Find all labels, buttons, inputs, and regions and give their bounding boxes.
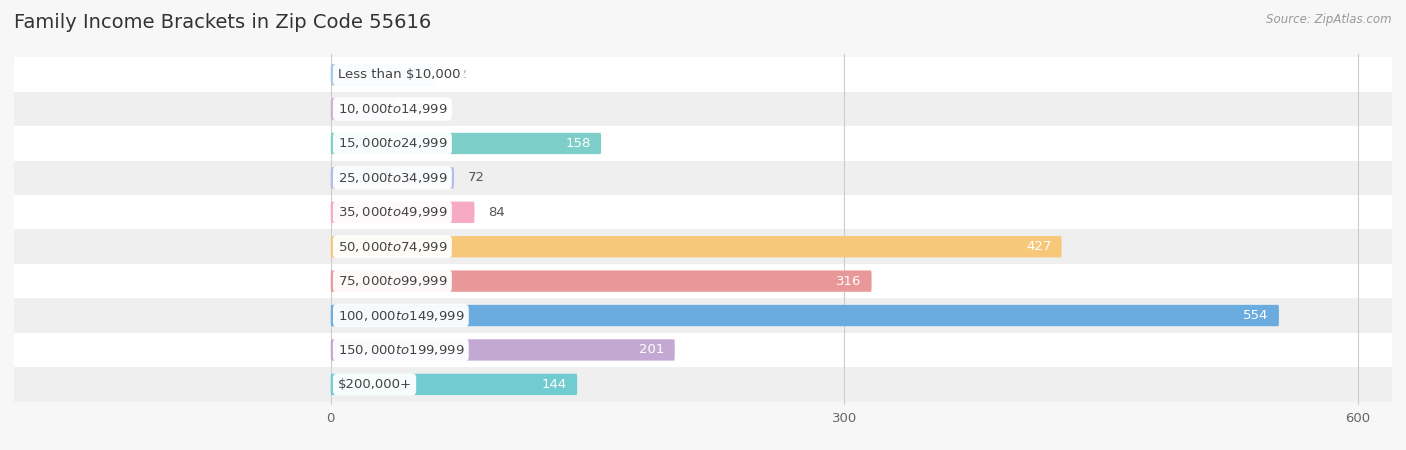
FancyBboxPatch shape <box>330 99 394 120</box>
Text: 84: 84 <box>488 206 505 219</box>
FancyBboxPatch shape <box>330 374 578 395</box>
Text: 37: 37 <box>408 103 425 116</box>
FancyBboxPatch shape <box>330 305 1279 326</box>
FancyBboxPatch shape <box>330 270 872 292</box>
Bar <box>14 195 1392 230</box>
Bar <box>14 333 1392 367</box>
Bar <box>14 126 1392 161</box>
Bar <box>14 58 1392 92</box>
Bar <box>14 367 1392 401</box>
Text: 554: 554 <box>1243 309 1268 322</box>
Text: 62: 62 <box>450 68 467 81</box>
Text: 72: 72 <box>468 171 485 184</box>
FancyBboxPatch shape <box>330 64 437 86</box>
Text: $10,000 to $14,999: $10,000 to $14,999 <box>337 102 447 116</box>
Text: $50,000 to $74,999: $50,000 to $74,999 <box>337 240 447 254</box>
Bar <box>14 298 1392 333</box>
FancyBboxPatch shape <box>330 133 602 154</box>
Bar <box>14 161 1392 195</box>
Text: $35,000 to $49,999: $35,000 to $49,999 <box>337 205 447 219</box>
FancyBboxPatch shape <box>330 167 454 189</box>
Text: Family Income Brackets in Zip Code 55616: Family Income Brackets in Zip Code 55616 <box>14 14 432 32</box>
Text: Source: ZipAtlas.com: Source: ZipAtlas.com <box>1267 14 1392 27</box>
Text: $75,000 to $99,999: $75,000 to $99,999 <box>337 274 447 288</box>
Bar <box>14 264 1392 298</box>
FancyBboxPatch shape <box>330 202 474 223</box>
Bar <box>14 92 1392 126</box>
Text: $15,000 to $24,999: $15,000 to $24,999 <box>337 136 447 150</box>
Text: Less than $10,000: Less than $10,000 <box>337 68 460 81</box>
Text: $100,000 to $149,999: $100,000 to $149,999 <box>337 309 464 323</box>
Text: 144: 144 <box>541 378 567 391</box>
Text: 158: 158 <box>565 137 591 150</box>
Text: $150,000 to $199,999: $150,000 to $199,999 <box>337 343 464 357</box>
Bar <box>14 230 1392 264</box>
Text: 316: 316 <box>837 274 862 288</box>
Text: 427: 427 <box>1026 240 1052 253</box>
FancyBboxPatch shape <box>330 339 675 360</box>
Text: 201: 201 <box>640 343 665 356</box>
Text: $25,000 to $34,999: $25,000 to $34,999 <box>337 171 447 185</box>
Text: $200,000+: $200,000+ <box>337 378 412 391</box>
FancyBboxPatch shape <box>330 236 1062 257</box>
